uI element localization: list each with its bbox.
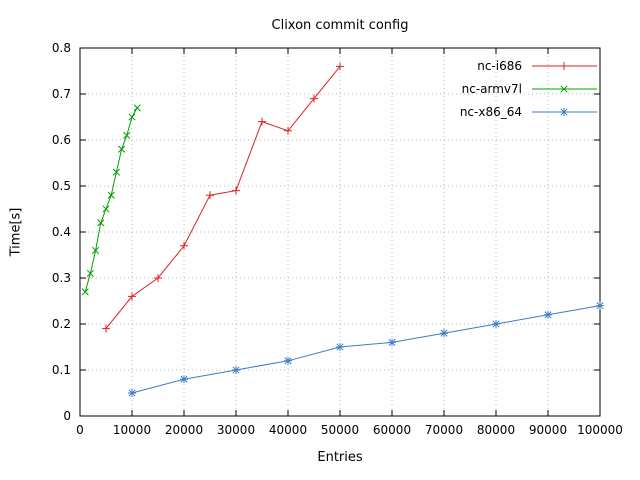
x-tick-label: 90000: [529, 423, 567, 437]
y-tick-label: 0.3: [52, 271, 71, 285]
x-tick-label: 20000: [165, 423, 203, 437]
y-axis-label: Time[s]: [8, 207, 24, 257]
x-tick-label: 80000: [477, 423, 515, 437]
series-nc-i686: [102, 62, 344, 333]
series-nc-armv7l: [81, 104, 141, 296]
legend-label: nc-i686: [477, 59, 522, 73]
tick-labels: 0 10000 20000 30000 40000 50000 60000 70000 8000…: [52, 41, 623, 437]
x-tick-label: 0: [76, 423, 84, 437]
x-tick-label: 70000: [425, 423, 463, 437]
y-tick-label: 0.2: [52, 317, 71, 331]
x-tick-label: 100000: [577, 423, 623, 437]
x-tick-label: 30000: [217, 423, 255, 437]
x-tick-label: 50000: [321, 423, 359, 437]
series-nc-x86_64: [128, 301, 604, 397]
y-tick-label: 0.4: [52, 225, 71, 239]
chart-title: Clixon commit config: [271, 18, 409, 33]
x-axis-label: Entries: [317, 450, 363, 465]
legend-sample: [532, 108, 597, 116]
legend-sample: [532, 62, 597, 70]
legend-sample: [532, 85, 597, 93]
grid: [79, 47, 601, 417]
y-tick-label: 0: [63, 409, 71, 423]
y-tick-label: 0.7: [52, 87, 71, 101]
y-tick-label: 0.1: [52, 363, 71, 377]
x-tick-label: 10000: [113, 423, 151, 437]
y-tick-label: 0.5: [52, 179, 71, 193]
legend-label: nc-x86_64: [460, 105, 522, 119]
x-tick-label: 60000: [373, 423, 411, 437]
y-tick-label: 0.6: [52, 133, 71, 147]
x-tick-label: 40000: [269, 423, 307, 437]
legend-label: nc-armv7l: [462, 82, 522, 96]
axes: [79, 47, 601, 417]
y-tick-label: 0.8: [52, 41, 71, 55]
legend: nc-i686 nc-armv7l nc-x86_64: [460, 59, 597, 119]
